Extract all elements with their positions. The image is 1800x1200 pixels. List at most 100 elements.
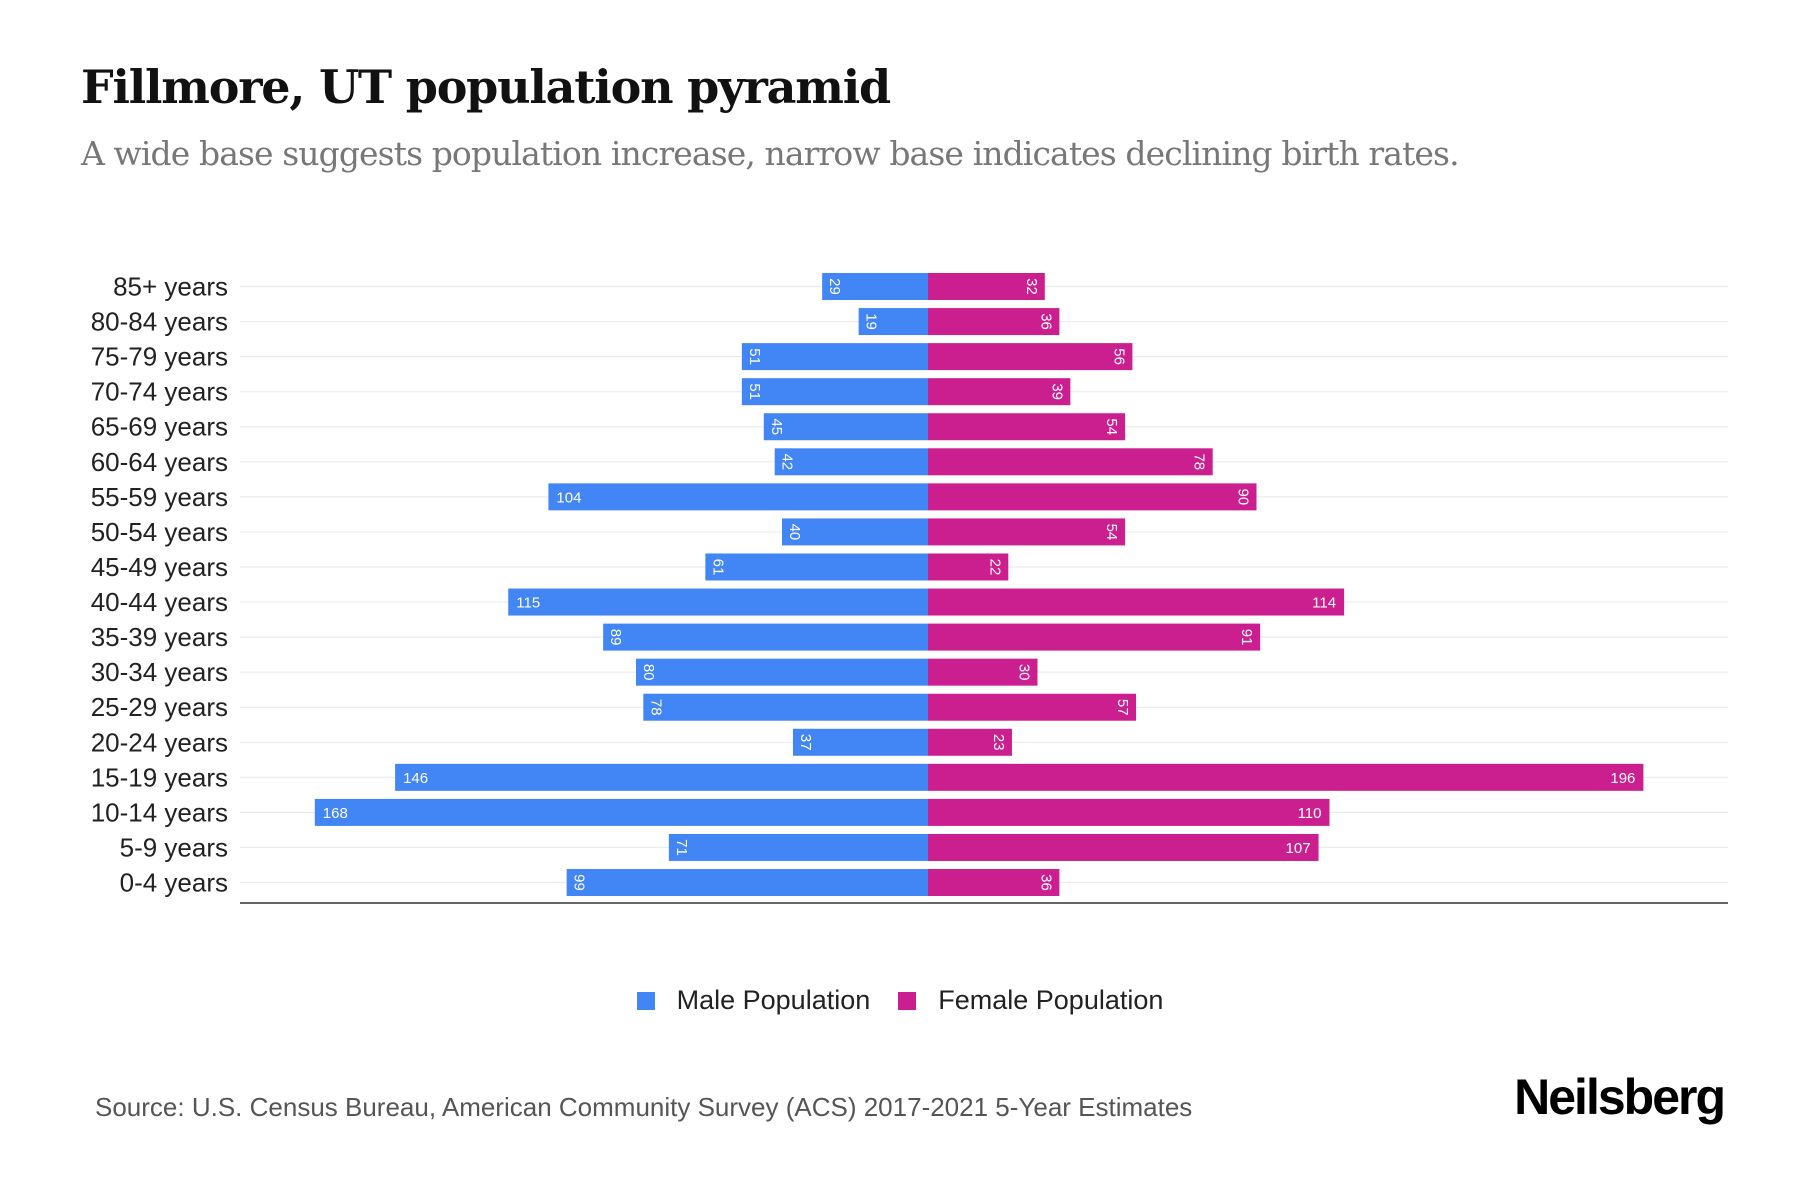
- category-label: 5-9 years: [120, 832, 228, 862]
- category-label: 25-29 years: [91, 692, 228, 722]
- male-value-label: 89: [607, 629, 624, 646]
- female-value-label: 107: [1286, 840, 1311, 857]
- female-value-label: 36: [1037, 313, 1054, 330]
- brand-logo: Neilsberg: [1514, 1069, 1726, 1125]
- category-label: 20-24 years: [91, 727, 228, 757]
- male-bar: [566, 869, 928, 897]
- female-value-label: 90: [1235, 489, 1252, 506]
- category-label: 35-39 years: [91, 622, 228, 652]
- male-value-label: 146: [403, 770, 428, 787]
- female-bar: [928, 308, 1060, 336]
- female-value-label: 39: [1048, 383, 1065, 400]
- female-bar: [928, 869, 1060, 897]
- female-bar: [928, 378, 1071, 406]
- male-bar: [822, 273, 928, 300]
- male-value-label: 99: [571, 874, 588, 891]
- category-label: 70-74 years: [91, 377, 228, 407]
- legend-item-male[interactable]: Male Population: [636, 985, 871, 1016]
- male-bar: [763, 413, 928, 441]
- category-label: 55-59 years: [91, 482, 228, 512]
- chart-subtitle: A wide base suggests population increase…: [81, 134, 1460, 173]
- female-value-label: 30: [1016, 664, 1033, 681]
- male-value-label: 71: [673, 839, 690, 856]
- female-bar: [928, 658, 1038, 686]
- category-label: 10-14 years: [91, 797, 228, 827]
- female-value-label: 23: [990, 734, 1007, 751]
- female-value-label: 78: [1191, 453, 1208, 470]
- female-bar: [928, 728, 1012, 756]
- female-value-label: 196: [1610, 770, 1635, 787]
- female-value-label: 110: [1298, 805, 1322, 822]
- category-label: 30-34 years: [91, 657, 228, 687]
- female-bar: [928, 623, 1261, 651]
- male-bar: [636, 658, 928, 686]
- male-bar: [705, 553, 928, 581]
- female-bar: [928, 343, 1133, 371]
- male-swatch-icon: [636, 991, 655, 1010]
- male-value-label: 78: [647, 699, 664, 716]
- male-bar: [668, 833, 928, 861]
- category-labels: 85+ years 80-84 years 75-79 years 70-74 yea…: [91, 272, 228, 898]
- male-value-label: 104: [556, 489, 581, 506]
- gridlines: [240, 285, 1728, 884]
- female-swatch-icon: [898, 991, 917, 1010]
- legend-label-male: Male Population: [676, 985, 871, 1015]
- male-value-label: 168: [323, 805, 348, 822]
- male-value-label: 29: [826, 278, 843, 295]
- male-bar: [741, 378, 928, 406]
- male-bar: [782, 518, 928, 546]
- male-bar: [741, 343, 928, 371]
- female-value-label: 57: [1114, 699, 1131, 716]
- male-bar: [792, 728, 928, 756]
- category-label: 60-64 years: [91, 447, 228, 477]
- female-value-label: 56: [1110, 348, 1127, 365]
- male-bar: [643, 693, 928, 721]
- legend-item-female[interactable]: Female Population: [898, 985, 1163, 1016]
- category-label: 85+ years: [113, 272, 228, 302]
- female-bar: [928, 553, 1009, 581]
- female-bar: [928, 693, 1137, 721]
- female-value-label: 32: [1023, 278, 1040, 295]
- female-bar: [928, 413, 1126, 441]
- category-label: 45-49 years: [91, 552, 228, 582]
- male-value-label: 42: [779, 453, 796, 470]
- value-labels: 29 32 19 36 51 56 51 39 45 54 42 78 104 90 40 54 61 22 115…: [323, 278, 1636, 891]
- legend: Male Population Female Population: [0, 985, 1800, 1016]
- female-bar: [928, 483, 1257, 511]
- female-bar: [928, 763, 1644, 791]
- female-value-label: 91: [1238, 629, 1255, 646]
- chart-title: Fillmore, UT population pyramid: [81, 60, 891, 114]
- female-bar: [928, 798, 1330, 826]
- category-label: 65-69 years: [91, 412, 228, 442]
- category-label: 40-44 years: [91, 587, 228, 617]
- male-bar: [774, 448, 928, 476]
- category-label: 0-4 years: [120, 868, 228, 898]
- male-value-label: 51: [746, 348, 763, 365]
- female-bar: [928, 588, 1345, 616]
- category-label: 80-84 years: [91, 307, 228, 337]
- male-value-label: 19: [863, 313, 880, 330]
- female-value-label: 54: [1103, 418, 1120, 435]
- male-value-label: 61: [709, 559, 726, 576]
- male-bar: [395, 763, 929, 791]
- male-bar: [314, 798, 928, 826]
- female-bar: [928, 833, 1319, 861]
- category-label: 75-79 years: [91, 342, 228, 372]
- male-bar: [508, 588, 928, 616]
- female-value-label: 36: [1037, 874, 1054, 891]
- male-value-label: 45: [768, 418, 785, 435]
- bars: [314, 273, 1644, 897]
- female-bar: [928, 273, 1045, 300]
- female-value-label: 114: [1312, 595, 1336, 612]
- female-bar: [928, 448, 1213, 476]
- male-bar: [603, 623, 928, 651]
- female-value-label: 22: [986, 559, 1003, 576]
- category-label: 50-54 years: [91, 517, 228, 547]
- male-value-label: 51: [746, 383, 763, 400]
- male-bar: [858, 308, 928, 336]
- source-note: Source: U.S. Census Bureau, American Com…: [95, 1092, 1193, 1122]
- legend-label-female: Female Population: [938, 985, 1164, 1015]
- male-value-label: 115: [516, 595, 540, 612]
- male-value-label: 80: [640, 664, 657, 681]
- male-value-label: 40: [786, 524, 803, 541]
